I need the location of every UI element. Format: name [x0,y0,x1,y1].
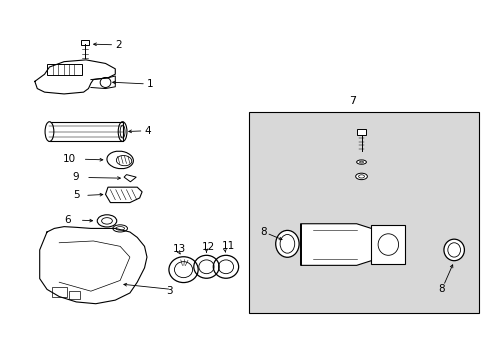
Bar [49,122,122,141]
Text: 4: 4 [144,126,151,136]
Bar [370,225,405,264]
Ellipse shape [356,160,366,164]
Text: 2: 2 [115,40,122,50]
Ellipse shape [355,173,366,180]
Text: 5: 5 [73,190,80,201]
Ellipse shape [45,122,54,141]
Ellipse shape [275,230,299,257]
Text: 8: 8 [438,284,444,294]
Ellipse shape [443,239,464,261]
Ellipse shape [358,175,364,178]
Bar [47,64,82,75]
Bar [249,112,478,313]
Text: 11: 11 [221,241,234,251]
Text: 1: 1 [147,79,153,89]
Bar [81,40,89,45]
Text: 8: 8 [260,227,266,237]
Bar [52,287,66,297]
Text: 6: 6 [64,215,71,225]
Bar [69,291,80,299]
Bar [356,130,366,135]
Polygon shape [300,224,380,265]
Ellipse shape [102,218,112,224]
Text: 7: 7 [348,96,356,107]
Text: 10: 10 [63,154,76,164]
Ellipse shape [359,161,363,163]
Text: 12: 12 [202,242,215,252]
Ellipse shape [280,234,294,253]
Text: 9: 9 [73,172,80,183]
Text: 3: 3 [166,286,173,296]
Ellipse shape [447,243,460,257]
Text: 13: 13 [172,244,185,254]
